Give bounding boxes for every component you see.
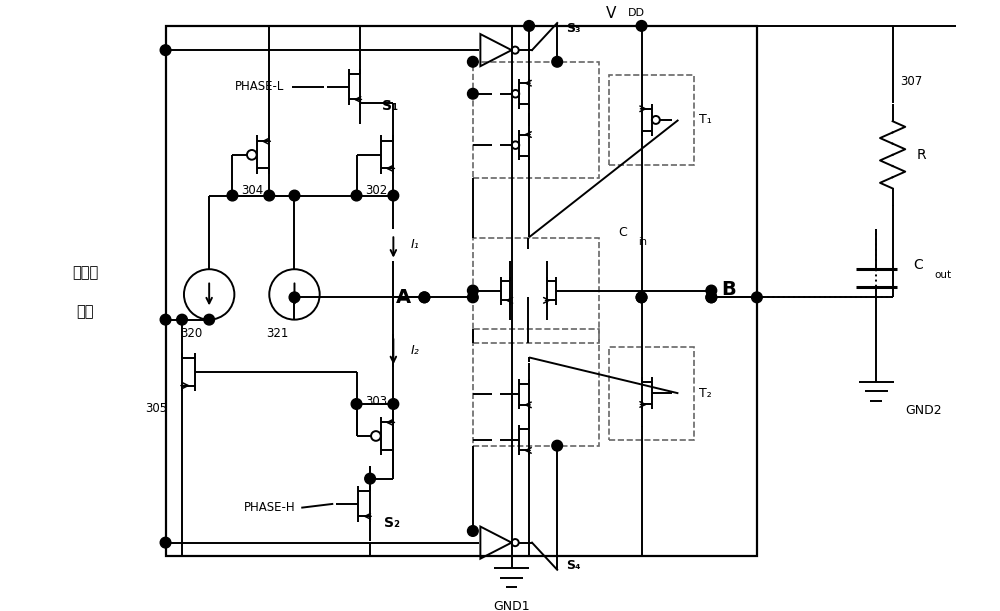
Circle shape — [636, 21, 647, 31]
Circle shape — [419, 292, 430, 302]
Text: 304: 304 — [242, 184, 264, 197]
Text: C: C — [618, 226, 627, 239]
Bar — [473, 329, 599, 445]
Bar — [473, 238, 599, 343]
Text: 303: 303 — [365, 395, 387, 408]
Text: PHASE-L: PHASE-L — [235, 81, 284, 93]
Circle shape — [289, 292, 300, 302]
Circle shape — [351, 398, 362, 409]
Bar — [609, 75, 694, 164]
Circle shape — [160, 314, 171, 325]
Text: S₃: S₃ — [566, 23, 580, 35]
Circle shape — [468, 285, 478, 296]
Circle shape — [636, 292, 647, 302]
Text: V: V — [606, 5, 617, 21]
Text: S₂: S₂ — [384, 516, 400, 530]
Circle shape — [177, 314, 187, 325]
Text: 电流源: 电流源 — [72, 266, 98, 280]
Circle shape — [468, 89, 478, 99]
Text: T₂: T₂ — [699, 387, 711, 400]
Text: A: A — [395, 288, 411, 307]
Circle shape — [365, 474, 375, 484]
Text: GND2: GND2 — [905, 404, 942, 417]
Text: PHASE-H: PHASE-H — [243, 501, 295, 514]
Text: C: C — [913, 258, 923, 273]
Circle shape — [204, 314, 214, 325]
Circle shape — [468, 56, 478, 67]
Text: I₁: I₁ — [411, 238, 420, 251]
Circle shape — [160, 537, 171, 548]
Circle shape — [706, 285, 717, 296]
Circle shape — [552, 441, 563, 451]
Text: 307: 307 — [900, 75, 923, 87]
Circle shape — [419, 292, 430, 302]
Circle shape — [524, 21, 534, 31]
Text: out: out — [934, 270, 951, 280]
Text: 320: 320 — [181, 327, 203, 340]
Circle shape — [351, 190, 362, 201]
Text: R: R — [917, 148, 926, 162]
Circle shape — [468, 525, 478, 536]
Bar — [609, 347, 694, 440]
Text: S₄: S₄ — [566, 560, 580, 573]
Circle shape — [264, 190, 275, 201]
Circle shape — [636, 292, 647, 302]
Bar — [166, 26, 757, 556]
Circle shape — [468, 292, 478, 302]
Circle shape — [706, 292, 717, 302]
Text: 302: 302 — [365, 184, 387, 197]
Bar — [473, 62, 599, 178]
Text: B: B — [721, 280, 736, 299]
Text: 产生: 产生 — [76, 304, 94, 320]
Circle shape — [227, 190, 238, 201]
Text: GND1: GND1 — [493, 600, 530, 611]
Text: T₁: T₁ — [699, 114, 711, 126]
Text: DD: DD — [628, 9, 645, 18]
Circle shape — [160, 45, 171, 56]
Circle shape — [552, 56, 563, 67]
Circle shape — [388, 190, 399, 201]
Circle shape — [289, 190, 300, 201]
Text: in: in — [638, 237, 647, 247]
Text: 305: 305 — [145, 402, 167, 415]
Text: S₁: S₁ — [382, 100, 398, 114]
Circle shape — [752, 292, 762, 302]
Circle shape — [388, 398, 399, 409]
Text: I₂: I₂ — [411, 344, 420, 357]
Circle shape — [706, 292, 717, 302]
Text: 321: 321 — [266, 327, 288, 340]
